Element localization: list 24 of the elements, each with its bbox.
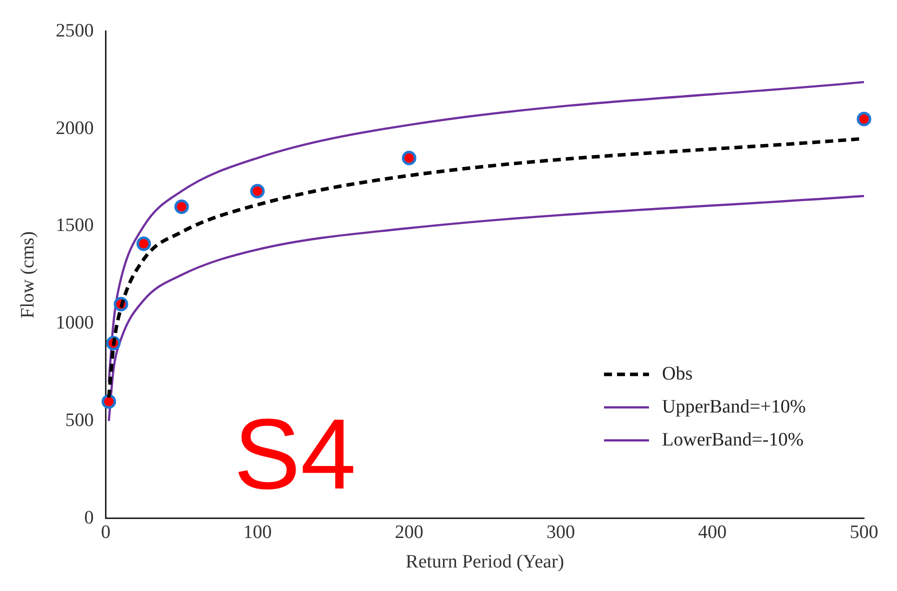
point [174, 199, 189, 214]
x-tick-label: 200 [394, 522, 424, 543]
y-tick-label: 2500 [56, 20, 94, 42]
x-tick-label: 100 [243, 522, 272, 543]
y-tick-label: 0 [84, 507, 94, 528]
x-tick-label: 400 [698, 522, 727, 543]
y-tick-label: 1500 [56, 215, 94, 236]
point [402, 150, 416, 166]
annotation: S4 [234, 398, 356, 510]
y-tick-label: 500 [65, 410, 94, 431]
y-axis-title: Flow (cms) [17, 231, 38, 318]
point [856, 112, 872, 126]
point [250, 184, 265, 198]
legend-label: Obs [662, 363, 693, 384]
x-axis-title: Return Period (Year) [406, 552, 564, 573]
x-tick-label: 500 [850, 522, 878, 543]
y-tick-label: 2000 [56, 118, 94, 139]
x-tick-label: 0 [101, 522, 111, 543]
point [102, 394, 116, 409]
legend-label: UpperBand=+10% [662, 396, 806, 418]
y-tick-label: 1000 [56, 312, 94, 334]
legend-label: LowerBand=-10% [662, 429, 804, 450]
point [136, 236, 151, 251]
x-tick-label: 300 [546, 522, 575, 543]
